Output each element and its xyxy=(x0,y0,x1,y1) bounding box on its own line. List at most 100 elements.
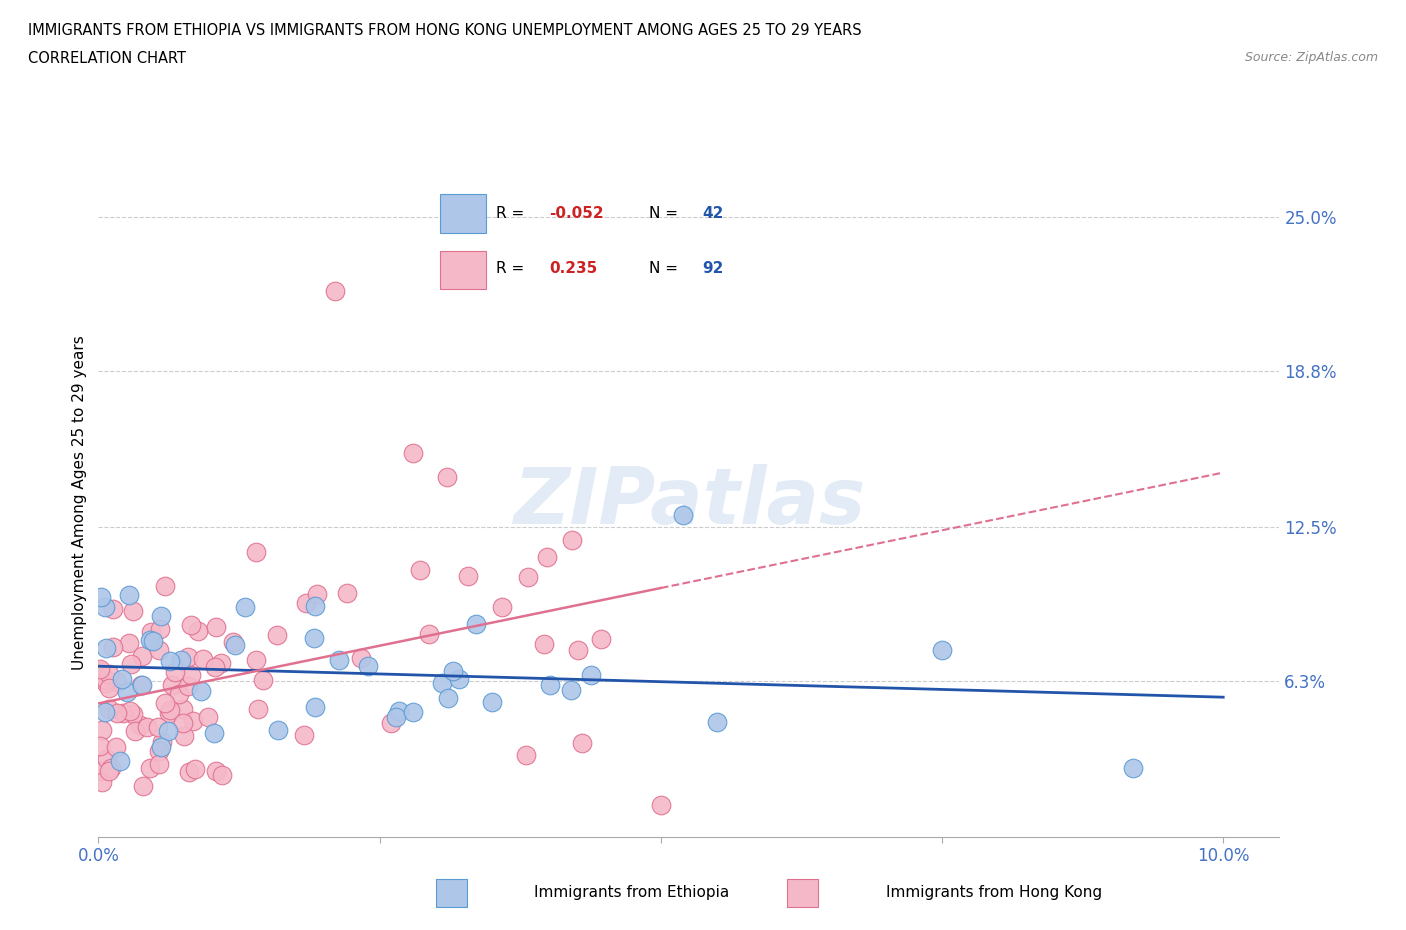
Point xyxy=(441,664,464,679)
Point xyxy=(177,679,200,694)
Text: Immigrants from Hong Kong: Immigrants from Hong Kong xyxy=(886,885,1102,900)
Point xyxy=(436,690,458,705)
Point xyxy=(481,695,503,710)
Point xyxy=(247,702,270,717)
Point xyxy=(96,672,118,687)
Point xyxy=(304,598,326,613)
Point xyxy=(307,587,329,602)
Point xyxy=(350,651,373,666)
Point xyxy=(111,671,134,686)
Point xyxy=(131,649,153,664)
Point xyxy=(159,706,181,721)
Point xyxy=(139,761,162,776)
Point xyxy=(167,686,190,701)
Point xyxy=(245,544,267,559)
Point xyxy=(124,724,146,738)
Point xyxy=(449,671,471,686)
Point xyxy=(150,609,173,624)
Point xyxy=(385,710,408,724)
Point xyxy=(180,618,202,632)
Point xyxy=(205,619,228,634)
Point xyxy=(388,704,411,719)
Point xyxy=(357,658,380,673)
Point xyxy=(181,714,204,729)
Point xyxy=(204,660,226,675)
Point xyxy=(97,681,120,696)
Point xyxy=(155,696,177,711)
Point xyxy=(204,764,226,778)
Point xyxy=(202,726,225,741)
Point xyxy=(222,634,245,649)
Text: Source: ZipAtlas.com: Source: ZipAtlas.com xyxy=(1244,51,1378,64)
Point xyxy=(118,704,141,719)
Point xyxy=(90,764,112,778)
Point xyxy=(163,664,186,679)
Point xyxy=(224,637,246,652)
Point xyxy=(115,684,138,699)
Point xyxy=(101,639,124,654)
Point xyxy=(672,507,695,522)
Point xyxy=(132,778,155,793)
Point xyxy=(148,744,170,759)
Point xyxy=(105,675,128,690)
Point xyxy=(139,624,162,639)
Point xyxy=(148,756,170,771)
Point xyxy=(90,775,112,790)
Point xyxy=(571,736,593,751)
Point xyxy=(91,723,114,737)
Y-axis label: Unemployment Among Ages 25 to 29 years: Unemployment Among Ages 25 to 29 years xyxy=(72,335,87,670)
Point xyxy=(96,751,118,766)
Point xyxy=(94,705,117,720)
Point xyxy=(93,600,115,615)
Point xyxy=(94,675,117,690)
Point xyxy=(328,653,350,668)
Point xyxy=(304,699,326,714)
Point xyxy=(148,720,170,735)
Point xyxy=(579,668,602,683)
Point xyxy=(245,652,267,667)
Point xyxy=(149,740,172,755)
Point xyxy=(211,767,233,782)
Point xyxy=(515,748,537,763)
Point xyxy=(100,761,122,776)
Point xyxy=(105,706,128,721)
Point xyxy=(402,445,425,460)
Point xyxy=(336,586,359,601)
Point xyxy=(139,633,162,648)
Point xyxy=(172,716,194,731)
Point xyxy=(87,663,110,678)
Point xyxy=(533,636,555,651)
Point xyxy=(97,667,120,682)
Point xyxy=(172,701,194,716)
Point xyxy=(94,641,117,656)
Point xyxy=(122,707,145,722)
Point xyxy=(89,738,111,753)
Point xyxy=(108,753,131,768)
Point xyxy=(536,550,558,565)
Point xyxy=(148,643,170,658)
Point xyxy=(118,588,141,603)
Point xyxy=(323,284,346,299)
Point xyxy=(131,678,153,693)
Point xyxy=(436,470,458,485)
Point xyxy=(120,657,142,671)
Point xyxy=(457,569,479,584)
Point xyxy=(233,600,256,615)
Point xyxy=(409,563,432,578)
Point xyxy=(129,677,152,692)
Point xyxy=(561,533,583,548)
Text: Immigrants from Ethiopia: Immigrants from Ethiopia xyxy=(534,885,730,900)
Point xyxy=(538,678,561,693)
Point xyxy=(97,702,120,717)
Point xyxy=(402,705,425,720)
Point xyxy=(430,675,453,690)
Point xyxy=(380,715,402,730)
Point xyxy=(159,703,181,718)
Point xyxy=(560,683,582,698)
Point xyxy=(190,684,212,698)
Point xyxy=(160,678,183,693)
Point xyxy=(302,631,325,645)
Point xyxy=(177,765,200,780)
Point xyxy=(170,653,193,668)
Text: ZIPatlas: ZIPatlas xyxy=(513,464,865,540)
